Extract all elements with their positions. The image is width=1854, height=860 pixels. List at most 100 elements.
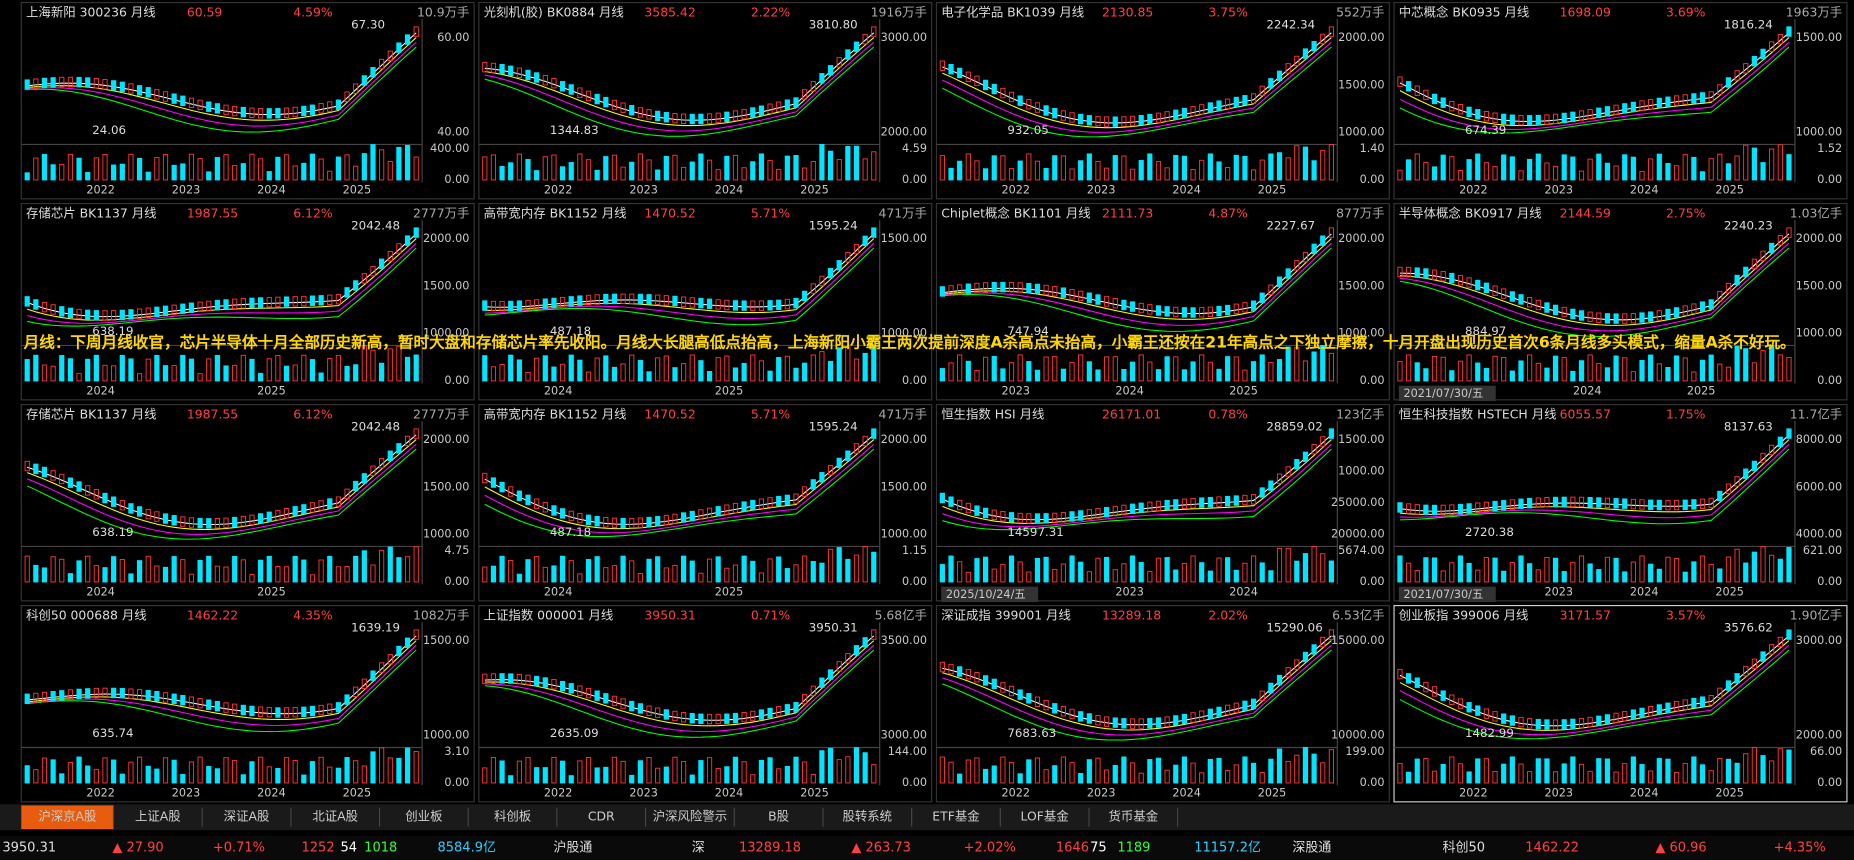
candle [784,99,790,110]
x-axis-label: 2023 [1001,385,1030,398]
volume-bar [162,154,169,181]
volume-bar [948,362,954,382]
tab[interactable]: ETF基金 [932,809,980,824]
candle [111,310,117,321]
volume-bar [551,366,557,382]
volume-bar [802,362,808,382]
candle [1086,713,1092,724]
volume-bar [1397,763,1403,784]
tab[interactable]: 科创板 [494,809,531,824]
tab[interactable]: 上证A股 [135,809,181,824]
volume-bar [1199,159,1205,181]
volume-bar [1717,568,1723,583]
candle [1069,112,1075,123]
candle [171,304,177,316]
candle [292,296,298,307]
volume-bar [1639,170,1645,181]
panel-pct: 0.71% [751,608,791,623]
panel-volume: 1916万手 [871,5,927,20]
candle [309,104,316,115]
tab[interactable]: LOF基金 [1021,809,1070,824]
tab[interactable]: CDR [588,809,615,824]
volume-bar [119,773,125,784]
volume-bar [1112,569,1118,583]
candle [1060,287,1066,298]
candle [1708,299,1714,310]
volume-bar [1587,563,1593,583]
candle [1276,276,1283,287]
volume-bar [344,565,350,583]
candle [1673,700,1680,712]
candle [1199,307,1205,318]
candle [154,89,160,100]
panel-volume: 1963万手 [1786,5,1842,20]
panel-price: 1987.55 [187,407,238,422]
volume-bar [577,760,583,784]
candle [655,110,661,122]
volume-bar [1155,757,1162,784]
tab[interactable]: 沪深风险警示 [653,809,727,824]
y-axis-label: 1500.00 [423,279,469,292]
candle [240,515,246,527]
volume-bar [1604,162,1611,181]
volume-bar [318,559,324,583]
candle [1449,694,1455,705]
volume-bar [309,761,316,784]
tab[interactable]: 股转系统 [842,809,892,824]
tab[interactable]: 货币基金 [1109,809,1159,824]
y-axis-label: 2000.00 [1796,729,1842,742]
volume-bar [1225,167,1231,181]
volume-bar [508,354,514,382]
volume-bar [1043,556,1049,583]
candle [853,41,860,52]
panel-price: 3950.31 [644,608,695,623]
x-axis-label: 2024 [715,184,744,197]
candle [551,77,557,89]
candle [50,470,56,481]
volume-bar [249,574,255,583]
volume-bar [344,757,350,784]
candle [1043,284,1049,296]
candle [594,93,600,105]
candle [1138,114,1144,126]
panel-frame [1393,1,1848,200]
panel-frame [20,202,475,401]
candle [1570,111,1576,123]
candle [629,517,635,529]
candle [663,295,669,306]
moving-average [27,37,417,121]
candle [1259,85,1265,97]
candle [1431,93,1438,105]
tab[interactable]: 创业板 [405,809,442,824]
volume-bar [1285,157,1291,181]
volume-bar [232,759,238,784]
candle [810,283,816,294]
tab[interactable]: 深证A股 [224,809,270,824]
x-axis-label: 2024 [715,787,744,800]
volume-bar [1138,772,1144,784]
volume-bar [1760,755,1766,784]
tab[interactable]: 沪深京A股 [38,809,96,824]
volume-bar [1596,758,1602,784]
candle [85,309,91,321]
low-label: 487.18 [550,324,591,338]
candle [542,298,548,309]
candle [1181,498,1188,509]
volume-bar [1242,369,1248,382]
y-axis-label: 1500.00 [1338,433,1384,446]
panel-pct: 4.59% [293,5,333,20]
volume-bar [1069,168,1075,181]
volume-bar [1561,571,1567,583]
volume-bar [1665,163,1671,181]
volume-bar [1242,756,1248,784]
volume-bar [1199,772,1205,784]
volume-bar [1492,771,1498,784]
candle [1561,496,1567,508]
candle [154,306,160,318]
tab[interactable]: 北证A股 [312,809,358,824]
candle [1078,113,1084,125]
tab[interactable]: B股 [768,809,789,824]
candle [1138,302,1144,314]
panel-pct: 4.35% [293,608,333,623]
volume-bar [119,163,125,181]
